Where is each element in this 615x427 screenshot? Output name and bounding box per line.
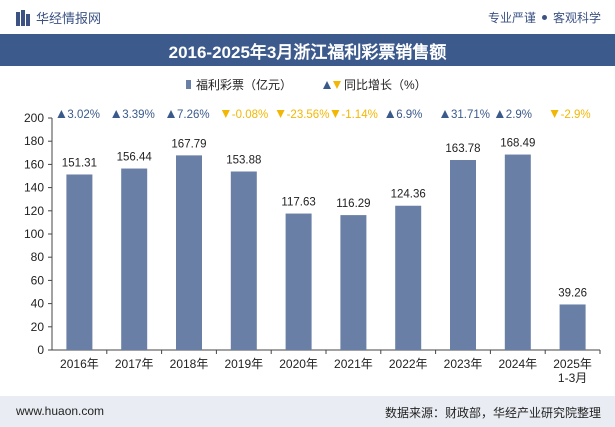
bar (559, 304, 586, 350)
x-tick-label: 2021年 (334, 357, 373, 371)
bar-value-label: 39.26 (558, 287, 587, 299)
growth-label: 6.9% (396, 109, 422, 121)
growth-label: 2.9% (506, 109, 532, 121)
legend-down-triangle-icon (333, 81, 341, 89)
legend-up-triangle-icon (323, 81, 331, 89)
bar (176, 155, 202, 350)
tagline: 专业严谨 客观科学 (488, 9, 601, 26)
x-tick-label: 2017年 (115, 357, 154, 371)
footer-website[interactable]: www.huaon.com (16, 404, 105, 418)
growth-down-triangle-icon (331, 110, 340, 118)
growth-down-triangle-icon (276, 110, 285, 118)
bar-value-label: 151.31 (62, 157, 97, 169)
tagline-right: 客观科学 (552, 11, 601, 25)
separator-dot-icon (541, 15, 547, 20)
growth-label: 7.26% (177, 109, 210, 121)
bar (450, 160, 476, 350)
growth-label: 3.02% (67, 109, 100, 121)
y-tick-label: 180 (24, 134, 44, 148)
brand[interactable]: 华经情报网 (16, 8, 101, 27)
y-tick-label: 40 (31, 297, 45, 311)
x-tick-label: 2025年 (553, 357, 592, 371)
bar (285, 213, 312, 350)
y-tick-label: 120 (24, 204, 44, 218)
y-tick-label: 200 (24, 111, 44, 125)
bar (121, 168, 148, 350)
bar-value-label: 156.44 (117, 152, 153, 164)
y-tick-label: 160 (24, 157, 44, 171)
x-tick-label: 2022年 (389, 357, 428, 371)
growth-up-triangle-icon (386, 110, 395, 118)
huajing-logo-icon (16, 9, 30, 26)
x-tick-label: 1-3月 (558, 371, 587, 385)
header-bar: 华经情报网 专业严谨 客观科学 (0, 0, 615, 34)
growth-up-triangle-icon (112, 110, 121, 118)
y-tick-label: 20 (31, 320, 45, 334)
y-tick-label: 60 (31, 273, 45, 287)
footer-source: 数据来源：财政部，华经产业研究院整理 (384, 406, 601, 420)
growth-up-triangle-icon (57, 110, 66, 118)
growth-label: -23.56% (287, 109, 330, 121)
chart-title-bar: 2016-2025年3月浙江福利彩票销售额 (0, 34, 615, 66)
legend-label-bar: 福利彩票（亿元） (196, 77, 292, 92)
bar-value-label: 167.79 (171, 138, 206, 150)
growth-label: -0.08% (232, 109, 268, 121)
bar-chart: 福利彩票（亿元） 同比增长（%） 0 20 40 60 80 100 120 140 160 180 2… (24, 77, 601, 385)
y-tick-label: 140 (24, 181, 44, 195)
y-tick-label: 100 (24, 227, 44, 241)
bar-value-label: 153.88 (226, 154, 261, 166)
x-tick-label: 2020年 (279, 357, 318, 371)
bar (66, 174, 93, 350)
x-tick-label: 2018年 (170, 357, 209, 371)
growth-label: 3.39% (122, 109, 155, 121)
x-tick-label: 2016年 (60, 357, 99, 371)
bar-value-label: 116.29 (336, 198, 370, 210)
growth-down-triangle-icon (550, 110, 559, 118)
bar-value-label: 168.49 (500, 138, 535, 150)
growth-up-triangle-icon (167, 110, 175, 118)
y-tick-label: 0 (37, 343, 44, 357)
bar (230, 171, 257, 350)
growth-down-triangle-icon (221, 110, 230, 118)
growth-label: -1.14% (341, 109, 377, 121)
x-tick-label: 2019年 (224, 357, 263, 371)
growth-up-triangle-icon (441, 110, 449, 118)
bar (340, 215, 367, 350)
bar-value-label: 117.63 (281, 197, 315, 209)
x-tick-label: 2024年 (498, 357, 537, 371)
chart-title: 2016-2025年3月浙江福利彩票销售额 (168, 42, 447, 62)
x-tick-label: 2023年 (444, 357, 483, 371)
growth-label: 31.71% (451, 109, 490, 121)
legend-label-growth: 同比增长（%） (344, 78, 427, 92)
growth-label: -2.9% (561, 109, 591, 121)
tagline-left: 专业严谨 (487, 11, 536, 25)
bar-value-label: 124.36 (391, 189, 426, 201)
brand-name: 华经情报网 (36, 11, 102, 26)
bar-value-label: 163.78 (445, 143, 480, 155)
legend-swatch-bar (186, 80, 191, 89)
bar (395, 205, 422, 350)
footer-bar: www.huaon.com 数据来源：财政部，华经产业研究院整理 (0, 396, 615, 427)
y-tick-label: 80 (31, 250, 45, 264)
growth-up-triangle-icon (495, 110, 504, 118)
bar (504, 154, 531, 350)
